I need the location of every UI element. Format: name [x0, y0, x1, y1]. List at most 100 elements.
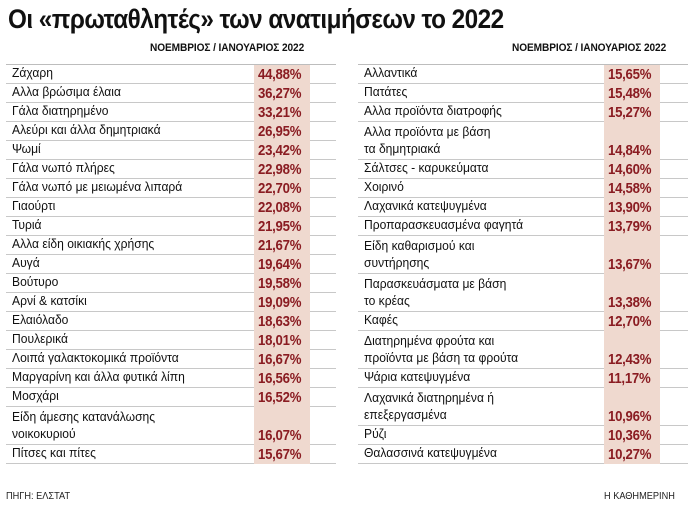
table-row: Γάλα διατηρημένο 33,21% [6, 103, 336, 122]
row-label-line: συντήρησης [364, 255, 430, 270]
row-label: Αλλαντικά [364, 64, 417, 81]
percentage-value: 21,67% [258, 237, 302, 254]
row-label: Μοσχάρι [12, 387, 59, 404]
percentage-value: 22,70% [258, 180, 302, 197]
percentage-value: 12,70% [608, 313, 652, 330]
right-table: Αλλαντικά 15,65% Πατάτες 15,48% Αλλα προϊόντ… [358, 64, 688, 464]
row-label-line: Βούτυρο [12, 274, 59, 289]
value-cell: 13,90% [604, 198, 660, 217]
row-label-line: Λοιπά γαλακτοκομικά προϊόντα [12, 350, 179, 365]
row-label-line: Ψωμί [12, 141, 41, 156]
row-label: Αλλα προϊόντα με βάση τα δημητριακά [364, 123, 491, 157]
row-label: Θαλασσινά κατεψυγμένα [364, 444, 497, 461]
percentage-value: 13,79% [608, 218, 652, 235]
row-label-line: Αλλαντικά [364, 65, 418, 80]
row-label: Γάλα νωπό πλήρες [12, 159, 115, 176]
percentage-value: 36,27% [258, 85, 302, 102]
value-cell: 15,65% [604, 65, 660, 84]
row-label: Αλλα βρώσιμα έλαια [12, 83, 121, 100]
percentage-value: 33,21% [258, 104, 302, 121]
table-row: Αρνί & κατσίκι 19,09% [6, 293, 336, 312]
value-cell: 14,58% [604, 179, 660, 198]
value-cell: 22,70% [254, 179, 310, 198]
row-label: Γάλα νωπό με μειωμένα λιπαρά [12, 178, 182, 195]
row-label-line: Αλλα προϊόντα με βάση [364, 124, 491, 139]
value-cell: 36,27% [254, 84, 310, 103]
row-label-line: Ελαιόλαδο [12, 312, 69, 327]
row-label: Προπαρασκευασμένα φαγητά [364, 216, 523, 233]
percentage-value: 15,48% [608, 85, 652, 102]
row-label: Λαχανικά κατεψυγμένα [364, 197, 487, 214]
table-row: Είδη άμεσης κατανάλωσης νοικοκυριού 16,07% [6, 407, 336, 445]
percentage-value: 19,09% [258, 294, 302, 311]
percentage-value: 15,67% [258, 446, 302, 463]
percentage-value: 10,96% [608, 408, 652, 425]
percentage-value: 22,08% [258, 199, 302, 216]
value-cell: 23,42% [254, 141, 310, 160]
value-cell: 21,67% [254, 236, 310, 255]
row-label: Μαργαρίνη και άλλα φυτικά λίπη [12, 368, 185, 385]
percentage-value: 16,56% [258, 370, 302, 387]
row-label-line: Είδη άμεσης κατανάλωσης [12, 409, 156, 424]
value-cell: 13,79% [604, 217, 660, 236]
row-label: Ελαιόλαδο [12, 311, 68, 328]
row-label-line: Μαργαρίνη και άλλα φυτικά λίπη [12, 369, 185, 384]
row-label-line: Αλλα είδη οικιακής χρήσης [12, 236, 155, 251]
row-label-line: Πίτσες και πίτες [12, 445, 97, 460]
value-cell: 22,98% [254, 160, 310, 179]
percentage-value: 14,60% [608, 161, 652, 178]
table-row: Παρασκευάσματα με βάση το κρέας 13,38% [358, 274, 688, 312]
value-cell: 11,17% [604, 369, 660, 388]
percentage-value: 12,43% [608, 351, 652, 368]
value-cell: 19,64% [254, 255, 310, 274]
percentage-value: 10,36% [608, 427, 652, 444]
percentage-value: 44,88% [258, 66, 302, 83]
row-label: Πατάτες [364, 83, 407, 100]
row-label-line: Σάλτσες - καρυκεύματα [364, 160, 489, 175]
row-label-line: Γάλα νωπό πλήρες [12, 160, 115, 175]
value-cell: 26,95% [254, 122, 310, 141]
row-label: Αρνί & κατσίκι [12, 292, 87, 309]
row-label-line: Χοιρινό [364, 179, 404, 194]
row-label-line: Γιαούρτι [12, 198, 56, 213]
page-title: Οι «πρωταθλητές» των ανατιμήσεων το 2022 [8, 4, 504, 34]
row-label: Λοιπά γαλακτοκομικά προϊόντα [12, 349, 179, 366]
row-label-line: Ρύζι [364, 426, 387, 441]
row-label-line: Αλλα βρώσιμα έλαια [12, 84, 121, 99]
value-cell: 15,27% [604, 103, 660, 122]
value-cell: 16,07% [254, 407, 310, 445]
percentage-value: 26,95% [258, 123, 302, 140]
table-row: Γάλα νωπό με μειωμένα λιπαρά 22,70% [6, 179, 336, 198]
value-cell: 15,67% [254, 445, 310, 464]
row-label-line: νοικοκυριού [12, 426, 76, 441]
row-label: Αυγά [12, 254, 40, 271]
row-label: Γάλα διατηρημένο [12, 102, 109, 119]
value-cell: 22,08% [254, 198, 310, 217]
value-cell: 16,56% [254, 369, 310, 388]
percentage-value: 16,67% [258, 351, 302, 368]
table-row: Μαργαρίνη και άλλα φυτικά λίπη 16,56% [6, 369, 336, 388]
row-label: Πουλερικά [12, 330, 68, 347]
row-label-line: Ψάρια κατεψυγμένα [364, 369, 471, 384]
percentage-value: 13,67% [608, 256, 652, 273]
value-cell: 18,01% [254, 331, 310, 350]
row-label: Ζάχαρη [12, 64, 53, 81]
percentage-value: 16,52% [258, 389, 302, 406]
row-label: Βούτυρο [12, 273, 58, 290]
table-row: Αλλα είδη οικιακής χρήσης 21,67% [6, 236, 336, 255]
row-label: Λαχανικά διατηρημένα ή επεξεργασμένα [364, 389, 494, 423]
row-label-line: τα δημητριακά [364, 141, 441, 156]
table-row: Λοιπά γαλακτοκομικά προϊόντα 16,67% [6, 350, 336, 369]
table-row: Σάλτσες - καρυκεύματα 14,60% [358, 160, 688, 179]
table-row: Ελαιόλαδο 18,63% [6, 312, 336, 331]
table-row: Είδη καθαρισμού και συντήρησης 13,67% [358, 236, 688, 274]
row-label: Χοιρινό [364, 178, 404, 195]
row-label-line: Γάλα νωπό με μειωμένα λιπαρά [12, 179, 183, 194]
value-cell: 16,67% [254, 350, 310, 369]
row-label-line: Μοσχάρι [12, 388, 59, 403]
row-label-line: Λαχανικά κατεψυγμένα [364, 198, 487, 213]
value-cell: 10,36% [604, 426, 660, 445]
percentage-value: 19,58% [258, 275, 302, 292]
row-label: Γιαούρτι [12, 197, 55, 214]
row-label-line: το κρέας [364, 293, 410, 308]
